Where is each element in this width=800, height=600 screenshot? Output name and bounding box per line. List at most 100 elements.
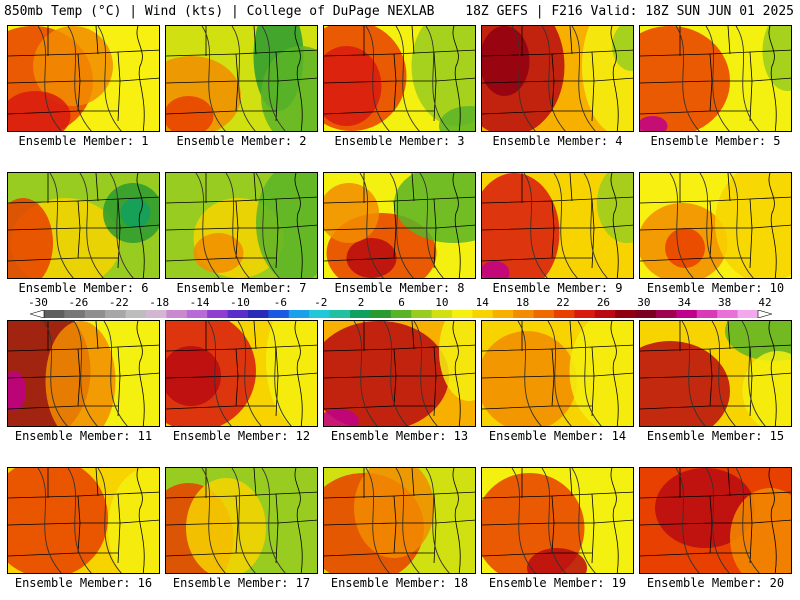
temperature-field xyxy=(324,173,475,278)
ensemble-member-label: Ensemble Member: 6 xyxy=(18,281,149,295)
state-border xyxy=(136,321,145,426)
temperature-field xyxy=(640,26,791,131)
state-border xyxy=(482,200,555,231)
temperature-region xyxy=(120,198,151,228)
state-border xyxy=(435,224,475,229)
temperature-field xyxy=(324,468,475,573)
state-border xyxy=(275,522,279,564)
state-border xyxy=(433,49,475,53)
state-border xyxy=(294,173,303,278)
state-border xyxy=(591,49,633,53)
state-border xyxy=(751,224,791,229)
ensemble-member-map xyxy=(7,467,160,574)
height-contour xyxy=(207,321,232,426)
state-border xyxy=(433,196,475,200)
colorbar-segment xyxy=(554,310,575,318)
state-border xyxy=(166,53,239,84)
state-border xyxy=(433,344,475,348)
height-contour xyxy=(195,173,220,278)
colorbar-segment xyxy=(268,310,290,318)
state-border xyxy=(452,173,461,278)
state-border xyxy=(749,49,791,53)
state-border xyxy=(593,224,633,229)
colorbar-tick-label: 34 xyxy=(677,296,691,309)
colorbar-tick-label: -18 xyxy=(149,296,170,309)
state-border xyxy=(610,26,619,131)
colorbar-segment xyxy=(635,310,657,318)
temperature-field xyxy=(482,26,633,131)
colorbar-tick-label: 10 xyxy=(435,296,449,309)
state-border xyxy=(95,26,99,55)
height-contour xyxy=(73,321,98,426)
ensemble-member-map xyxy=(481,25,634,132)
state-border xyxy=(275,227,279,269)
state-border xyxy=(727,321,731,350)
height-contour xyxy=(267,321,292,426)
state-border xyxy=(593,372,633,377)
state-border xyxy=(751,372,791,377)
height-contour xyxy=(571,26,596,131)
state-border xyxy=(640,348,713,379)
colorbar-segment xyxy=(146,310,167,318)
product-title: 850mb Temp (°C) | Wind (kts) | College o… xyxy=(4,4,435,19)
state-border xyxy=(749,80,753,122)
height-contour xyxy=(517,321,542,426)
state-border xyxy=(95,173,99,202)
height-contour xyxy=(741,321,766,426)
colorbar-segment xyxy=(84,310,106,318)
state-border xyxy=(117,49,159,53)
ensemble-member-map xyxy=(323,25,476,132)
height-contour xyxy=(231,468,256,573)
height-contour xyxy=(79,173,104,278)
height-contour xyxy=(395,468,420,573)
temperature-region xyxy=(482,261,510,278)
state-border xyxy=(749,491,791,495)
state-border xyxy=(727,173,731,202)
temperature-region xyxy=(715,173,791,278)
state-border xyxy=(433,227,437,269)
ensemble-member-label: Ensemble Member: 20 xyxy=(646,576,785,590)
height-contour xyxy=(353,321,378,426)
state-border xyxy=(411,173,415,202)
temperature-field xyxy=(482,468,633,573)
state-border xyxy=(166,348,239,379)
state-border xyxy=(482,53,555,84)
height-contour xyxy=(255,173,280,278)
temperature-field xyxy=(8,173,159,278)
colorbar-segment xyxy=(574,310,596,318)
temperature-region xyxy=(324,321,449,426)
state-border xyxy=(117,522,121,564)
state-border xyxy=(136,468,145,573)
height-contour xyxy=(419,173,444,278)
colorbar-segment xyxy=(533,310,555,318)
state-border xyxy=(640,495,713,526)
state-border xyxy=(452,26,461,131)
ensemble-member-map xyxy=(481,467,634,574)
ensemble-member-label: Ensemble Member: 15 xyxy=(646,429,785,443)
temperature-region xyxy=(439,321,475,401)
temperature-region xyxy=(665,228,705,268)
colorbar-segment xyxy=(492,310,514,318)
colorbar-segment xyxy=(594,310,616,318)
state-border xyxy=(591,196,633,200)
height-contour xyxy=(675,468,700,573)
state-border xyxy=(482,348,555,379)
height-contour xyxy=(109,173,134,278)
colorbar-segment xyxy=(105,310,127,318)
state-border xyxy=(435,372,475,377)
colorbar-tick-label: -30 xyxy=(28,296,48,309)
ensemble-member-map xyxy=(165,467,318,574)
height-contour xyxy=(547,321,572,426)
state-border xyxy=(610,321,619,426)
height-contour xyxy=(395,26,420,131)
colorbar-tick-label: -14 xyxy=(189,296,210,309)
height-contour xyxy=(43,321,68,426)
state-border xyxy=(433,80,437,122)
ensemble-member-label: Ensemble Member: 19 xyxy=(488,576,627,590)
state-border xyxy=(640,200,713,231)
height-contour xyxy=(541,468,566,573)
height-contour xyxy=(231,26,256,131)
colorbar-segment xyxy=(288,310,310,318)
height-contour xyxy=(705,26,730,131)
temperature-region xyxy=(482,173,560,278)
